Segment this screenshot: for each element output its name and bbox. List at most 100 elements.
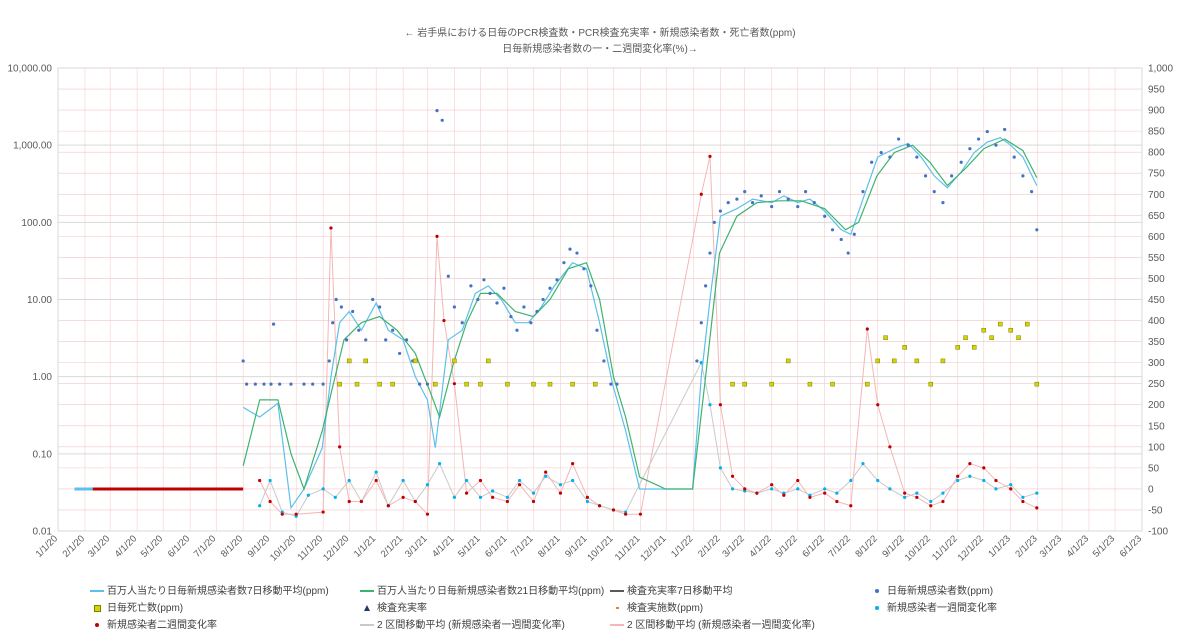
legend-label: 2 区間移動平均 (新規感染者一週間変化率)	[377, 620, 565, 631]
point-cases-daily	[1012, 155, 1016, 159]
point-deaths	[955, 345, 960, 350]
point-change-2w	[425, 512, 430, 516]
x-tick-label: 3/1/23	[1038, 533, 1064, 559]
point-change-2w	[638, 512, 643, 516]
point-cases-daily	[371, 297, 375, 302]
legend-swatch	[90, 603, 104, 613]
y-right-tick-label: 150	[1148, 421, 1165, 432]
point-cases-daily	[351, 309, 355, 314]
legend-swatch	[360, 620, 374, 630]
point-change-1w	[941, 491, 945, 495]
point-cases-daily	[915, 155, 919, 159]
point-cases-daily	[777, 190, 782, 194]
chart-subtitle: 日毎新規感染者数の一・二週間変化率(%)→	[502, 44, 698, 55]
point-change-1w	[968, 474, 972, 478]
y-right-tick-label: 450	[1148, 295, 1165, 306]
point-change-2w	[597, 504, 602, 508]
point-deaths	[989, 335, 994, 340]
point-change-1w	[258, 504, 262, 508]
legend-label: 百万人当たり日毎新規感染者数7日移動平均(ppm)	[107, 586, 329, 597]
point-change-1w	[708, 403, 712, 407]
point-change-2w	[611, 508, 616, 512]
point-cases-daily	[735, 197, 739, 201]
point-cases-daily	[994, 143, 998, 147]
x-tick-label: 3/1/21	[403, 533, 429, 559]
point-cases-daily	[861, 190, 865, 194]
x-tick-label: 1/1/23	[986, 533, 1012, 559]
point-cases-daily	[278, 382, 282, 386]
point-change-1w	[401, 478, 405, 483]
point-cases-daily	[595, 328, 599, 332]
point-cases-daily	[712, 220, 716, 224]
legend-item: 検査充実率7日移動平均	[610, 585, 733, 599]
point-change-2w	[718, 403, 722, 407]
point-change-2w	[464, 491, 469, 495]
point-change-1w	[505, 495, 510, 499]
point-change-1w	[558, 483, 563, 487]
point-cases-daily	[708, 251, 712, 255]
point-cases-daily	[321, 382, 325, 386]
point-change-1w	[464, 478, 469, 483]
point-cases-daily	[289, 382, 293, 386]
point-deaths	[570, 381, 575, 387]
y-right-tick-label: 1,000	[1148, 64, 1173, 75]
point-change-2w	[699, 192, 703, 196]
y-right-tick-label: 0	[1148, 484, 1154, 495]
point-cases-daily	[452, 305, 456, 309]
point-cases-daily	[750, 201, 755, 205]
y-right-tick-label: 700	[1148, 190, 1165, 201]
point-change-2w	[571, 462, 575, 466]
y-right-tick-label: 750	[1148, 169, 1165, 180]
point-change-2w	[782, 493, 786, 497]
y-right-tick-label: 950	[1148, 85, 1165, 96]
legend-item: 日毎新規感染者数(ppm)	[870, 585, 993, 599]
legend-swatch	[90, 620, 104, 630]
legend-label: 百万人当たり日毎新規感染者数21日移動平均(ppm)	[377, 586, 605, 597]
point-cases-daily	[482, 278, 486, 282]
point-cases-daily	[985, 129, 989, 134]
point-change-1w	[571, 478, 575, 483]
x-tick-label: 2/1/23	[1013, 533, 1039, 559]
point-cases-daily	[364, 338, 368, 342]
legend-item: 検査実施数(ppm)	[610, 602, 703, 616]
point-cases-daily	[460, 321, 464, 325]
point-deaths	[478, 381, 483, 387]
point-cases-daily	[476, 297, 480, 302]
point-cases-daily	[759, 194, 763, 198]
point-change-2w	[585, 495, 589, 499]
point-cases-daily	[812, 201, 816, 205]
legend-label: 検査実施数(ppm)	[627, 603, 704, 614]
point-deaths	[377, 381, 382, 387]
y-left-tick-label: 1,000.00	[13, 141, 52, 152]
point-change-2w	[1035, 506, 1039, 510]
y-left-tick-label: 10.00	[27, 295, 52, 306]
point-deaths	[963, 335, 968, 340]
x-tick-label: 4/1/23	[1065, 533, 1091, 559]
y-right-tick-label: 850	[1148, 127, 1165, 138]
point-change-2w	[359, 499, 363, 504]
point-change-2w	[280, 512, 284, 516]
point-change-2w	[755, 491, 759, 495]
point-cases-daily	[345, 338, 349, 342]
point-change-2w	[558, 491, 563, 495]
point-deaths	[883, 335, 888, 340]
point-cases-daily	[1035, 228, 1039, 232]
point-cases-daily	[398, 351, 402, 356]
point-cases-daily	[615, 382, 619, 386]
legend-item: 新規感染者二週間変化率	[90, 619, 217, 633]
point-change-1w	[1035, 491, 1039, 495]
x-tick-label: 1/1/22	[669, 533, 695, 559]
point-cases-daily	[846, 251, 850, 255]
y-left-tick-label: 100.00	[21, 218, 52, 229]
point-deaths	[807, 381, 813, 387]
point-deaths	[971, 345, 977, 350]
point-cases-daily	[425, 382, 430, 386]
point-change-1w	[585, 499, 589, 504]
point-change-1w	[730, 487, 735, 491]
point-deaths	[742, 381, 747, 387]
point-change-1w	[544, 474, 548, 478]
point-deaths	[390, 381, 395, 387]
point-change-1w	[861, 462, 865, 466]
point-change-1w	[306, 493, 310, 497]
point-deaths	[592, 381, 598, 387]
